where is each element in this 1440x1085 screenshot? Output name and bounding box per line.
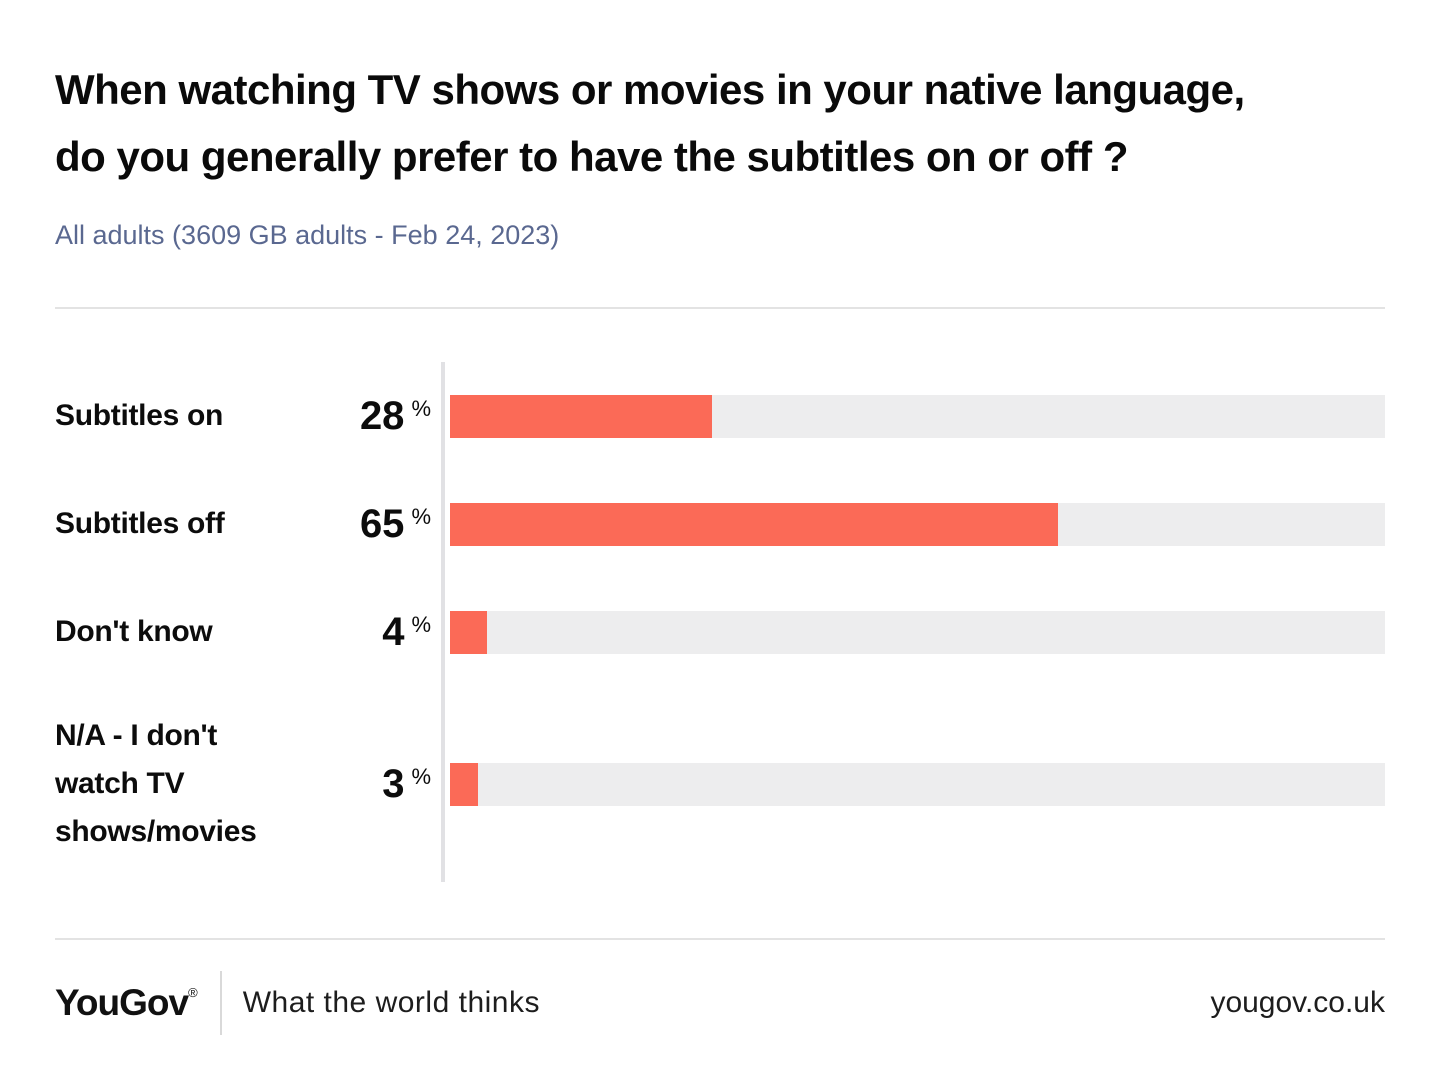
bar-track: [450, 502, 1385, 546]
percent-sign: %: [411, 763, 431, 789]
chart-row: Subtitles on 28%: [55, 362, 1385, 470]
chart-row: N/A - I don't watch TV shows/movies 3%: [55, 686, 1385, 882]
top-divider: [55, 307, 1385, 309]
bar-chart: Subtitles on 28% Subtitles off 65% Don't…: [55, 362, 1385, 882]
chart-row: Don't know 4%: [55, 578, 1385, 686]
bar-fill: [450, 394, 712, 438]
footer-tagline: What the world thinks: [242, 986, 540, 1019]
registered-mark: ®: [188, 985, 198, 1000]
footer-divider: [55, 938, 1385, 940]
category-label: N/A - I don't watch TV shows/movies: [55, 719, 257, 848]
bar-track: [450, 762, 1385, 806]
value-number: 3: [382, 761, 405, 806]
category-label: Don't know: [55, 615, 213, 648]
bar-track: [450, 394, 1385, 438]
axis-line: [441, 362, 445, 882]
chart-title-line2: do you generally prefer to have the subt…: [55, 133, 1128, 180]
value-number: 28: [359, 393, 405, 438]
chart-title-line1: When watching TV shows or movies in your…: [55, 66, 1245, 113]
percent-sign: %: [411, 611, 431, 637]
yougov-logo: YouGov®: [55, 982, 198, 1024]
value-label: 4%: [285, 610, 441, 655]
value-label: 65%: [285, 502, 441, 547]
bar-fill: [450, 502, 1058, 546]
footer-website: yougov.co.uk: [1210, 986, 1385, 1019]
value-label: 28%: [285, 394, 441, 439]
chart-subtitle: All adults (3609 GB adults - Feb 24, 202…: [55, 220, 560, 250]
chart-rows: Subtitles on 28% Subtitles off 65% Don't…: [55, 362, 1385, 882]
value-number: 4: [382, 609, 405, 654]
percent-sign: %: [411, 503, 431, 529]
footer: YouGov® What the world thinks yougov.co.…: [55, 940, 1385, 1066]
value-label: 3%: [285, 762, 441, 807]
bar-fill: [450, 762, 479, 806]
percent-sign: %: [411, 395, 431, 421]
chart-row: Subtitles off 65%: [55, 470, 1385, 578]
category-label: Subtitles on: [55, 399, 224, 432]
value-number: 65: [359, 501, 405, 546]
bar-fill: [450, 610, 488, 654]
category-label: Subtitles off: [55, 507, 225, 540]
bar-track: [450, 610, 1385, 654]
chart-title: When watching TV shows or movies in your…: [55, 0, 1385, 190]
yougov-logo-text: YouGov: [55, 982, 189, 1023]
footer-separator: [219, 971, 222, 1035]
